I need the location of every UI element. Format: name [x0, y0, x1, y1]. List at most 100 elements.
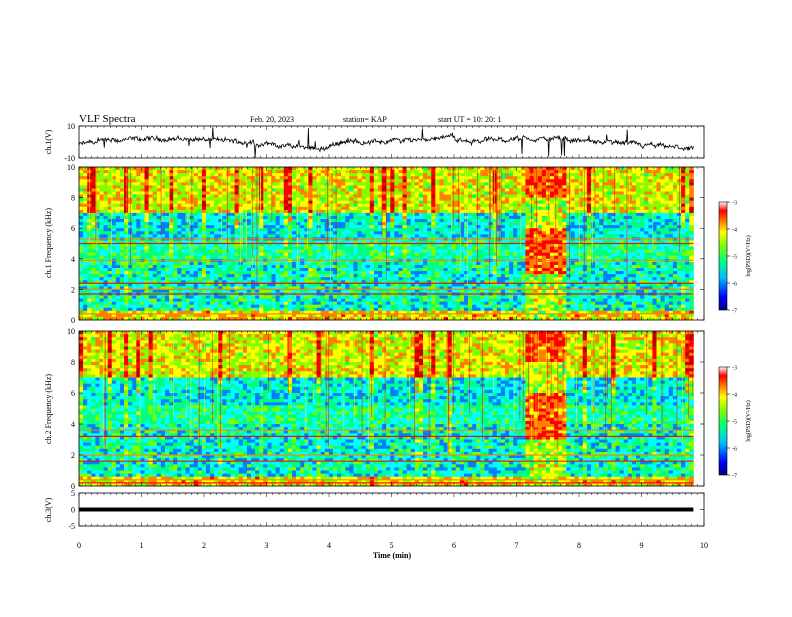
spectrogram-cell: [91, 213, 96, 216]
spectrogram-cell: [120, 228, 125, 231]
spectrogram-cell: [378, 305, 383, 308]
spectrogram-cell: [132, 173, 137, 176]
spectrogram-cell: [145, 262, 150, 265]
spectrogram-cell: [370, 274, 375, 277]
spectrogram-cell: [218, 250, 223, 253]
spectrogram-cell: [251, 222, 256, 225]
spectrogram-cell: [157, 198, 162, 201]
spectrogram-cell: [345, 213, 350, 216]
spectrogram-cell: [403, 231, 408, 234]
spectrogram-cell: [214, 213, 219, 216]
spectrogram-cell: [218, 173, 223, 176]
spectrogram-cell: [136, 302, 141, 305]
spectrogram-cell: [284, 216, 289, 219]
spectrogram-cell: [165, 170, 170, 173]
spectrogram-cell: [202, 198, 207, 201]
spectrogram-cell: [415, 250, 420, 253]
spectrogram-cell: [214, 308, 219, 311]
spectrogram-cell: [99, 250, 104, 253]
spectrogram-cell: [341, 271, 346, 274]
spectrogram-cell: [136, 308, 141, 311]
spectrogram-cell: [198, 170, 203, 173]
spectrogram-cell: [157, 201, 162, 204]
spectrogram-cell: [452, 302, 457, 305]
spectrogram-cell: [407, 204, 412, 207]
spectrogram-cell: [464, 201, 469, 204]
spectrogram-cell: [83, 265, 88, 268]
spectrogram-cell: [341, 198, 346, 201]
spectrogram-cell: [296, 250, 301, 253]
spectrogram-cell: [444, 308, 449, 311]
spectrogram-cell: [267, 170, 272, 173]
spectrogram-cell: [247, 253, 252, 256]
spectrogram-cell: [165, 213, 170, 216]
spectrogram-cell: [91, 167, 96, 170]
spectrogram-cell: [362, 268, 367, 271]
spectrogram-cell: [358, 188, 363, 191]
spectrogram-cell: [366, 296, 371, 299]
spectrogram-cell: [276, 204, 281, 207]
spectrogram-cell: [374, 179, 379, 182]
spectrogram-cell: [448, 262, 453, 265]
spectrogram-cell: [120, 225, 125, 228]
spectrogram-cell: [321, 198, 326, 201]
spectrogram-cell: [308, 222, 313, 225]
spectrogram-cell: [218, 216, 223, 219]
spectrogram-cell: [173, 265, 178, 268]
spectrogram-cell: [349, 250, 354, 253]
spectrogram-cell: [222, 204, 227, 207]
spectrogram-cell: [456, 265, 461, 268]
spectrogram-cell: [468, 170, 473, 173]
spectrogram-cell: [317, 268, 322, 271]
spectrogram-cell: [214, 253, 219, 256]
spectrogram-cell: [456, 185, 461, 188]
spectrogram-cell: [149, 173, 154, 176]
spectrogram-cell: [145, 296, 150, 299]
spectrogram-cell: [231, 213, 236, 216]
spectrogram-cell: [116, 308, 121, 311]
spectrogram-cell: [222, 188, 227, 191]
spectrogram-cell: [452, 250, 457, 253]
spectrogram-cell: [198, 228, 203, 231]
spectrogram-cell: [153, 216, 158, 219]
spectrogram-cell: [325, 188, 330, 191]
spectrogram-cell: [161, 167, 166, 170]
spectrogram-cell: [362, 185, 367, 188]
spectrogram-cell: [116, 216, 121, 219]
spectrogram-cell: [431, 201, 436, 204]
spectrogram-cell: [325, 213, 330, 216]
spectrogram-cell: [427, 268, 432, 271]
spectrogram-cell: [456, 207, 461, 210]
spectrogram-cell: [190, 302, 195, 305]
spectrogram-cell: [165, 250, 170, 253]
spectrogram-cell: [349, 213, 354, 216]
spectrogram-cell: [284, 253, 289, 256]
spectrogram-cell: [288, 182, 293, 185]
spectrogram-cell: [116, 274, 121, 277]
spectrogram-cell: [431, 195, 436, 198]
spectrogram-cell: [87, 262, 92, 265]
spectrogram-cell: [198, 195, 203, 198]
spectrogram-cell: [79, 170, 84, 173]
spectrogram-cell: [456, 170, 461, 173]
spectrogram-cell: [460, 299, 465, 302]
spectrogram-cell: [280, 179, 285, 182]
spectrogram-cell: [83, 191, 88, 194]
spectrogram-cell: [300, 204, 305, 207]
spectrogram-cell: [464, 268, 469, 271]
spectrogram-cell: [116, 277, 121, 280]
spectrogram-cell: [349, 204, 354, 207]
spectrogram-cell: [202, 296, 207, 299]
spectrogram-cell: [407, 173, 412, 176]
spectrogram-cell: [231, 228, 236, 231]
spectrogram-cell: [99, 231, 104, 234]
spectrogram-cell: [91, 265, 96, 268]
spectrogram-cell: [132, 247, 137, 250]
spectrogram-cell: [452, 195, 457, 198]
spectrogram-cell: [431, 299, 436, 302]
spectrogram-cell: [337, 274, 342, 277]
spectrogram-cell: [452, 268, 457, 271]
spectrogram-cell: [214, 305, 219, 308]
spectrogram-cell: [464, 191, 469, 194]
spectrogram-cell: [185, 299, 190, 302]
